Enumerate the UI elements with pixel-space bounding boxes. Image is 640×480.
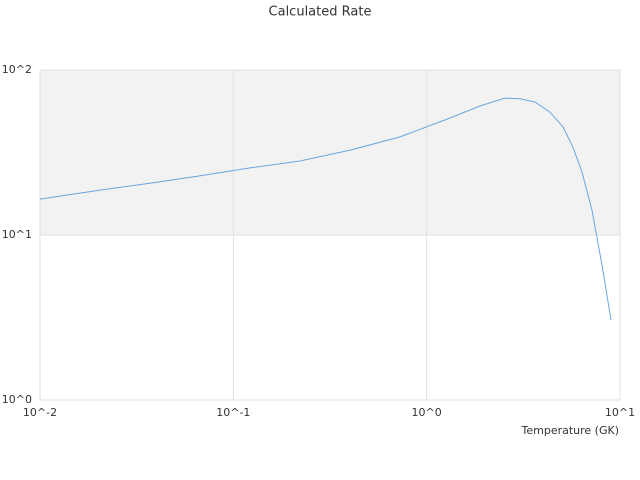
plot-background	[40, 70, 620, 235]
y-tick-label: 10^2	[2, 63, 32, 76]
x-tick-label: 10^1	[605, 406, 635, 419]
x-axis-label: Temperature (GK)	[521, 424, 620, 437]
x-tick-label: 10^0	[412, 406, 442, 419]
data-line	[39, 97, 612, 321]
x-tick-label: 10^-1	[216, 406, 250, 419]
plot-band	[40, 70, 620, 235]
y-tick-label: 10^0	[2, 393, 32, 406]
x-tick-label: 10^-2	[23, 406, 57, 419]
chart-title: Calculated Rate	[269, 5, 372, 20]
y-tick-label: 10^1	[2, 228, 32, 241]
